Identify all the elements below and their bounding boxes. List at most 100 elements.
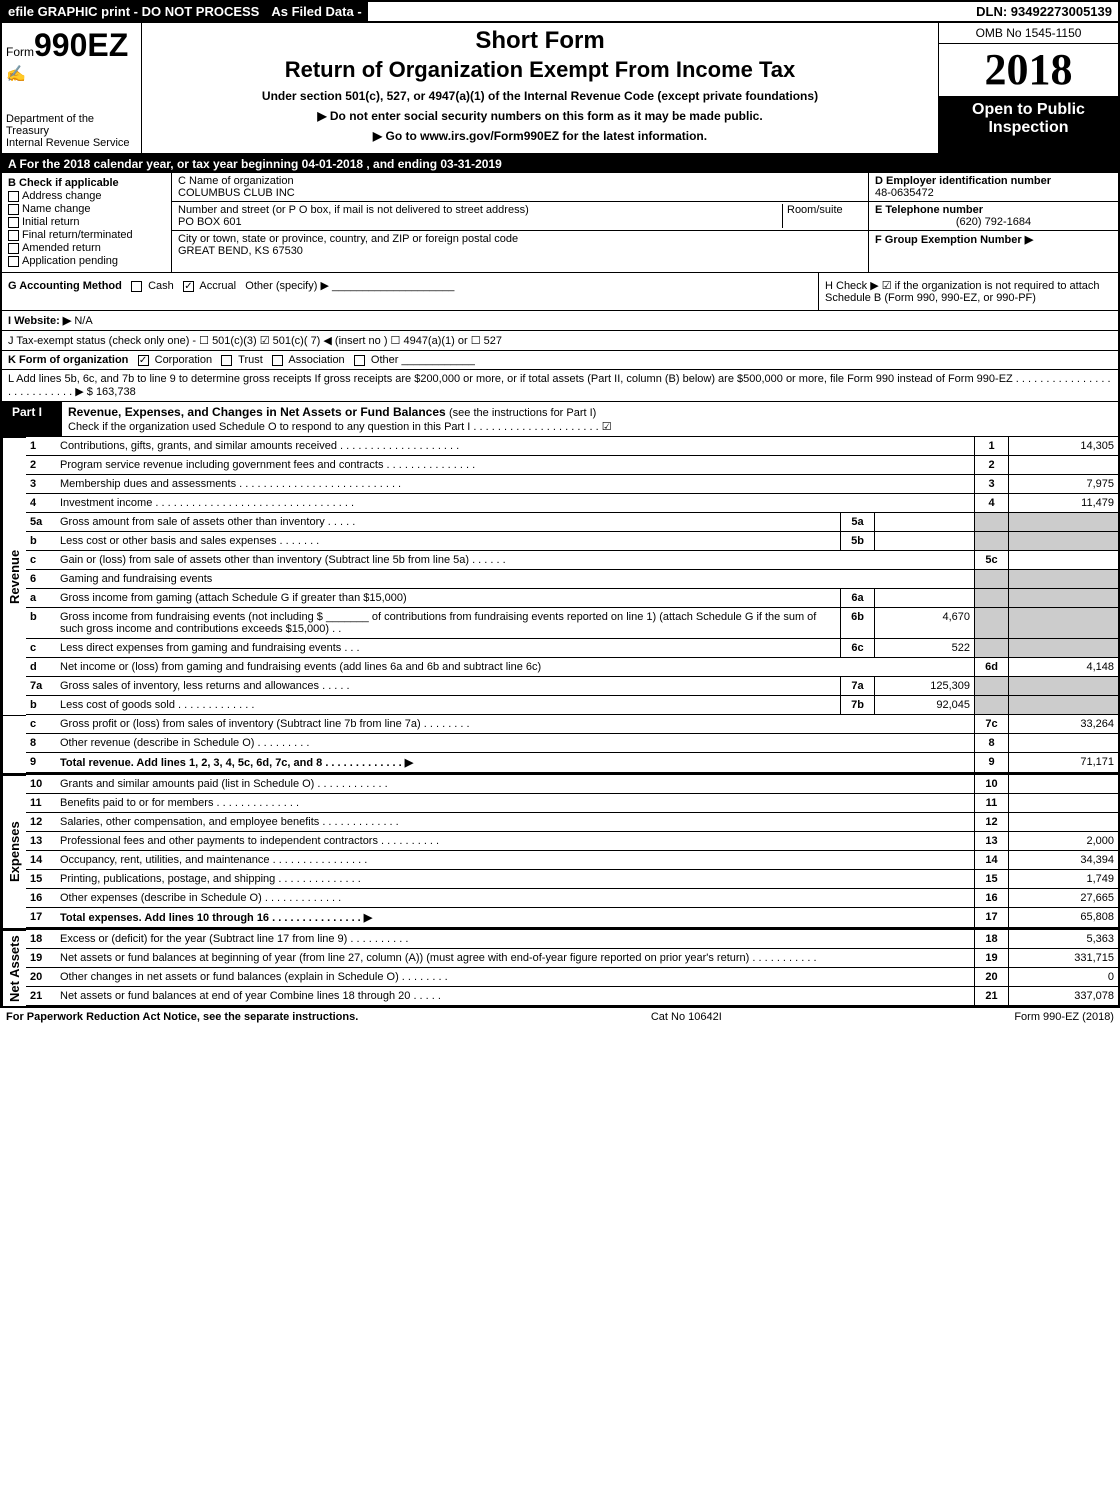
org-street: PO BOX 601 [178, 216, 782, 228]
chk-initial-return[interactable]: Initial return [8, 216, 165, 228]
l13-num: 13 [26, 832, 56, 851]
netassets-table: Net Assets 18 Excess or (deficit) for th… [2, 928, 1118, 1006]
chk-final-return[interactable]: Final return/terminated [8, 229, 165, 241]
header-right: OMB No 1545-1150 2018 Open to Public Ins… [938, 23, 1118, 153]
l6c-mbox: 6c [840, 639, 874, 658]
g-label: G Accounting Method [8, 280, 122, 292]
l6d-val: 4,148 [1008, 658, 1118, 677]
form-number-block: Form990EZ ✍ [6, 27, 137, 84]
l1-num: 1 [26, 437, 56, 456]
l5a-mval [874, 513, 974, 532]
dln: DLN: 93492273005139 [970, 2, 1118, 21]
revenue-table-2: c Gross profit or (loss) from sales of i… [2, 715, 1118, 773]
row-gh: G Accounting Method Cash ✓ Accrual Other… [2, 273, 1118, 311]
l7b-mbox: 7b [840, 696, 874, 715]
l6-rshade2 [1008, 570, 1118, 589]
ein-value: 48-0635472 [875, 187, 1112, 199]
l10-num: 10 [26, 775, 56, 794]
open-to-public: Open to Public Inspection [939, 97, 1118, 153]
l4-desc: Investment income . . . . . . . . . . . … [56, 494, 974, 513]
side-revenue: Revenue [2, 437, 26, 715]
l9-desc: Total revenue. Add lines 1, 2, 3, 4, 5c,… [56, 753, 974, 773]
org-city-label: City or town, state or province, country… [178, 233, 862, 245]
section-h: H Check ▶ ☑ if the organization is not r… [818, 273, 1118, 310]
l20-box: 20 [974, 968, 1008, 987]
l12-num: 12 [26, 813, 56, 832]
l1-box: 1 [974, 437, 1008, 456]
chk-cash[interactable] [131, 281, 142, 292]
side-expenses: Expenses [2, 775, 26, 928]
l14-num: 14 [26, 851, 56, 870]
section-d: D Employer identification number 48-0635… [869, 173, 1118, 202]
phone-value: (620) 792-1684 [875, 216, 1112, 228]
chk-other-org[interactable] [354, 355, 365, 366]
chk-name-change[interactable]: Name change [8, 203, 165, 215]
l20-val: 0 [1008, 968, 1118, 987]
l5a-rshade [974, 513, 1008, 532]
l7c-desc: Gross profit or (loss) from sales of inv… [56, 715, 974, 734]
l7b-num: b [26, 696, 56, 715]
l16-val: 27,665 [1008, 889, 1118, 908]
l6b-mbox: 6b [840, 608, 874, 639]
row-j: J Tax-exempt status (check only one) - ☐… [2, 331, 1118, 351]
l6d-desc: Net income or (loss) from gaming and fun… [56, 658, 974, 677]
chk-trust[interactable] [221, 355, 232, 366]
chk-association[interactable] [272, 355, 283, 366]
l14-box: 14 [974, 851, 1008, 870]
l3-num: 3 [26, 475, 56, 494]
l10-box: 10 [974, 775, 1008, 794]
chk-accrual[interactable]: ✓ [183, 281, 194, 292]
l3-desc: Membership dues and assessments . . . . … [56, 475, 974, 494]
l2-val [1008, 456, 1118, 475]
k-label: K Form of organization [8, 354, 128, 366]
side-netassets: Net Assets [2, 930, 26, 1006]
l21-desc: Net assets or fund balances at end of ye… [56, 987, 974, 1006]
l5a-rshade2 [1008, 513, 1118, 532]
l7c-box: 7c [974, 715, 1008, 734]
l6b-num: b [26, 608, 56, 639]
asfiled-label: As Filed Data - [265, 2, 367, 21]
l6a-desc: Gross income from gaming (attach Schedul… [56, 589, 840, 608]
l6c-desc: Less direct expenses from gaming and fun… [56, 639, 840, 658]
l5b-num: b [26, 532, 56, 551]
l4-box: 4 [974, 494, 1008, 513]
efile-label: efile GRAPHIC print - DO NOT PROCESS [2, 2, 265, 21]
form-footer: For Paperwork Reduction Act Notice, see … [0, 1008, 1120, 1026]
dept-line3: Internal Revenue Service [6, 137, 137, 149]
l2-desc: Program service revenue including govern… [56, 456, 974, 475]
form-prefix: Form [6, 45, 34, 59]
l5c-val [1008, 551, 1118, 570]
l11-val [1008, 794, 1118, 813]
main-title: Return of Organization Exempt From Incom… [150, 57, 930, 83]
org-name: COLUMBUS CLUB INC [178, 187, 862, 199]
l6b-rshade2 [1008, 608, 1118, 639]
asfiled-blank [368, 2, 383, 21]
l1-desc: Contributions, gifts, grants, and simila… [56, 437, 974, 456]
l9-num: 9 [26, 753, 56, 773]
l6d-num: d [26, 658, 56, 677]
ein-label: D Employer identification number [875, 175, 1112, 187]
section-f: F Group Exemption Number ▶ [869, 231, 1118, 248]
l11-desc: Benefits paid to or for members . . . . … [56, 794, 974, 813]
section-g: G Accounting Method Cash ✓ Accrual Other… [2, 273, 818, 310]
l-text: L Add lines 5b, 6c, and 7b to line 9 to … [8, 373, 1111, 398]
l6-num: 6 [26, 570, 56, 589]
chk-address-change[interactable]: Address change [8, 190, 165, 202]
section-b: B Check if applicable Address change Nam… [2, 173, 172, 272]
chk-application-pending[interactable]: Application pending [8, 255, 165, 267]
l6a-num: a [26, 589, 56, 608]
l3-val: 7,975 [1008, 475, 1118, 494]
l7a-rshade [974, 677, 1008, 696]
website-label: I Website: ▶ [8, 315, 71, 327]
expenses-table: Expenses 10 Grants and similar amounts p… [2, 773, 1118, 928]
part1-header: Part I Revenue, Expenses, and Changes in… [2, 402, 1118, 437]
l5b-mval [874, 532, 974, 551]
l16-desc: Other expenses (describe in Schedule O) … [56, 889, 974, 908]
l7b-mval: 92,045 [874, 696, 974, 715]
l6b-rshade [974, 608, 1008, 639]
l17-num: 17 [26, 908, 56, 928]
chk-corporation[interactable]: ✓ [138, 355, 149, 366]
l21-num: 21 [26, 987, 56, 1006]
part1-title: Revenue, Expenses, and Changes in Net As… [62, 402, 1118, 436]
chk-amended-return[interactable]: Amended return [8, 242, 165, 254]
